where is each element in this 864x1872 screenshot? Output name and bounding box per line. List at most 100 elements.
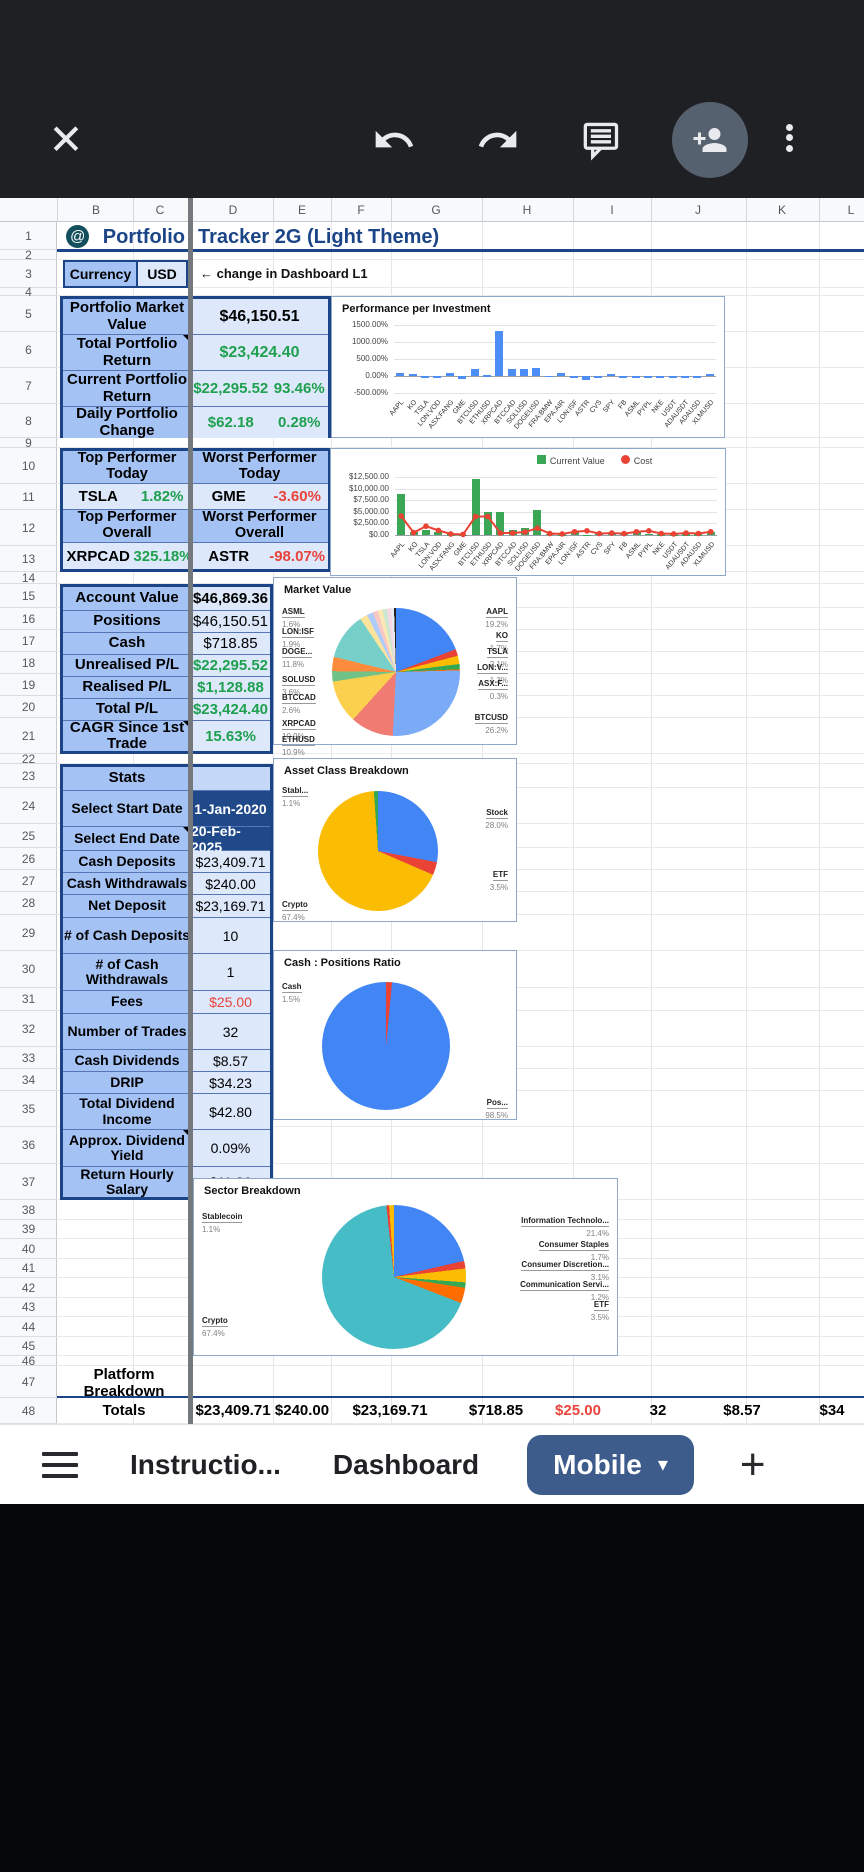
performance-per-investment-chart[interactable]: Performance per Investment 1500.00% 1000.0…	[331, 296, 725, 438]
more-options-icon[interactable]	[786, 112, 842, 168]
row-header-47[interactable]: 47	[0, 1366, 57, 1398]
column-header-C[interactable]: C	[155, 203, 165, 217]
row-header-19[interactable]: 19	[0, 674, 57, 696]
add-sheet-button[interactable]: +	[739, 1439, 766, 1489]
share-person-add-button[interactable]	[672, 102, 748, 178]
performers-table[interactable]: Top Performer Today Worst Performer Today…	[60, 448, 331, 572]
totals-value[interactable]: 32	[649, 1402, 667, 1419]
row-header-38[interactable]: 38	[0, 1200, 57, 1220]
row-header-5[interactable]: 5	[0, 296, 57, 332]
stats-row[interactable]: Cash Deposits $23,409.71	[63, 851, 270, 873]
totals-value[interactable]: $718.85	[468, 1402, 524, 1419]
totals-value[interactable]: $34	[819, 1402, 845, 1419]
row-header-41[interactable]: 41	[0, 1259, 57, 1278]
frozen-pane-divider[interactable]	[188, 198, 193, 1424]
currency-selector[interactable]: Currency USD	[63, 260, 188, 288]
totals-value[interactable]: $8.57	[723, 1402, 761, 1419]
metrics-row[interactable]: Daily Portfolio Change $62.18 0.28%	[63, 405, 328, 438]
comment-icon[interactable]	[572, 112, 628, 168]
account-row[interactable]: Total P/L $23,424.40	[63, 699, 270, 721]
row-header-36[interactable]: 36	[0, 1127, 57, 1164]
account-row[interactable]: Cash $718.85	[63, 633, 270, 655]
asset-class-breakdown-chart[interactable]: Asset Class Breakdown Stabl... 1.1% Crypto 6…	[273, 758, 517, 922]
account-row[interactable]: Positions $46,150.51	[63, 611, 270, 633]
stats-row[interactable]: Cash Dividends $8.57	[63, 1050, 270, 1072]
column-header-G[interactable]: G	[431, 203, 441, 217]
column-header-B[interactable]: B	[91, 203, 101, 217]
close-icon[interactable]: ✕	[48, 116, 84, 163]
stats-row[interactable]: Fees $25.00	[63, 991, 270, 1014]
stats-table[interactable]: Stats Select Start Date 1-Jan-2020 Select E…	[60, 764, 273, 1200]
account-row[interactable]: Account Value $46,869.36	[63, 587, 270, 611]
row-header-31[interactable]: 31	[0, 988, 57, 1011]
tab-dashboard[interactable]: Dashboard	[332, 1448, 480, 1480]
stats-row[interactable]: DRIP $34.23	[63, 1072, 270, 1094]
row-header-13[interactable]: 13	[0, 546, 57, 572]
stats-row[interactable]: # of Cash Deposits 10	[63, 918, 270, 954]
row-header-40[interactable]: 40	[0, 1239, 57, 1259]
performers-row[interactable]: TSLA 1.82% GME -3.60%	[63, 484, 328, 510]
row-header-44[interactable]: 44	[0, 1317, 57, 1337]
row-header-45[interactable]: 45	[0, 1337, 57, 1356]
tab-instructions[interactable]: Instructio...	[130, 1448, 281, 1480]
stats-row[interactable]: # of Cash Withdrawals 1	[63, 954, 270, 991]
row-header-25[interactable]: 25	[0, 824, 57, 848]
row-header-34[interactable]: 34	[0, 1069, 57, 1091]
row-header-39[interactable]: 39	[0, 1220, 57, 1239]
row-header-1[interactable]: 1	[0, 222, 57, 250]
column-header-J[interactable]: J	[695, 203, 701, 217]
stats-row[interactable]: Net Deposit $23,169.71	[63, 895, 270, 918]
row-header-8[interactable]: 8	[0, 404, 57, 438]
account-row[interactable]: Unrealised P/L $22,295.52	[63, 655, 270, 677]
column-header-L[interactable]: L	[847, 203, 855, 217]
totals-value[interactable]: $23,409.71	[195, 1402, 271, 1419]
stats-row[interactable]: Cash Withdrawals $240.00	[63, 873, 270, 895]
account-value-table[interactable]: Account Value $46,869.36 Positions $46,150.…	[60, 584, 273, 754]
row-header-21[interactable]: 21	[0, 718, 57, 754]
row-header-15[interactable]: 15	[0, 584, 57, 608]
sheets-menu-icon[interactable]	[42, 1445, 78, 1485]
metrics-row[interactable]: Total Portfolio Return $23,424.40	[63, 335, 328, 371]
row-header-18[interactable]: 18	[0, 652, 57, 674]
stats-row[interactable]: Select Start Date 1-Jan-2020	[63, 791, 270, 827]
column-header-H[interactable]: H	[522, 203, 532, 217]
column-header-I[interactable]: I	[610, 203, 614, 217]
row-header-4[interactable]: 4	[0, 285, 57, 299]
row-header-27[interactable]: 27	[0, 870, 57, 892]
portfolio-metrics-table[interactable]: Portfolio Market Value $46,150.51 Total Po…	[60, 296, 331, 438]
totals-value[interactable]: $240.00	[274, 1402, 330, 1419]
row-header-26[interactable]: 26	[0, 848, 57, 870]
row-header-16[interactable]: 16	[0, 608, 57, 630]
row-header-3[interactable]: 3	[0, 260, 57, 288]
performers-row[interactable]: Top Performer Overall Worst Performer Ove…	[63, 509, 328, 543]
row-header-37[interactable]: 37	[0, 1164, 57, 1200]
sheet-title-left[interactable]: Portfolio	[102, 226, 185, 248]
row-header-42[interactable]: 42	[0, 1278, 57, 1298]
performers-row[interactable]: XRPCAD 325.18% ASTR -98.07%	[63, 543, 328, 569]
stats-row[interactable]: Total Dividend Income $42.80	[63, 1094, 270, 1130]
totals-value[interactable]: $25.00	[555, 1402, 601, 1419]
redo-icon[interactable]	[470, 112, 526, 168]
metrics-row[interactable]: Current Portfolio Return $22,295.52 93.46%	[63, 371, 328, 407]
stats-header-row[interactable]: Stats	[63, 767, 270, 791]
row-header-29[interactable]: 29	[0, 915, 57, 951]
row-header-33[interactable]: 33	[0, 1047, 57, 1069]
row-header-23[interactable]: 23	[0, 764, 57, 788]
cash-positions-ratio-chart[interactable]: Cash : Positions Ratio Cash 1.5% Pos... 98.5…	[273, 950, 517, 1120]
column-header-E[interactable]: E	[297, 203, 307, 217]
account-row[interactable]: CAGR Since 1st Trade 15.63%	[63, 719, 270, 752]
row-header-32[interactable]: 32	[0, 1011, 57, 1047]
tab-mobile-active[interactable]: Mobile ▾	[527, 1434, 694, 1495]
row-header-43[interactable]: 43	[0, 1298, 57, 1317]
current-value-vs-cost-chart[interactable]: $12,500.00 $10,000.00 $7,500.00 $5,000.00 $2…	[330, 448, 726, 576]
row-header-17[interactable]: 17	[0, 630, 57, 652]
row-header-22[interactable]: 22	[0, 752, 57, 766]
row-header-20[interactable]: 20	[0, 696, 57, 718]
row-header-14[interactable]: 14	[0, 571, 57, 585]
stats-row[interactable]: Approx. Dividend Yield 0.09%	[63, 1130, 270, 1167]
row-header-2[interactable]: 2	[0, 248, 57, 262]
account-row[interactable]: Realised P/L $1,128.88	[63, 677, 270, 699]
totals-label[interactable]: Totals	[102, 1402, 146, 1419]
row-header-11[interactable]: 11	[0, 484, 57, 510]
